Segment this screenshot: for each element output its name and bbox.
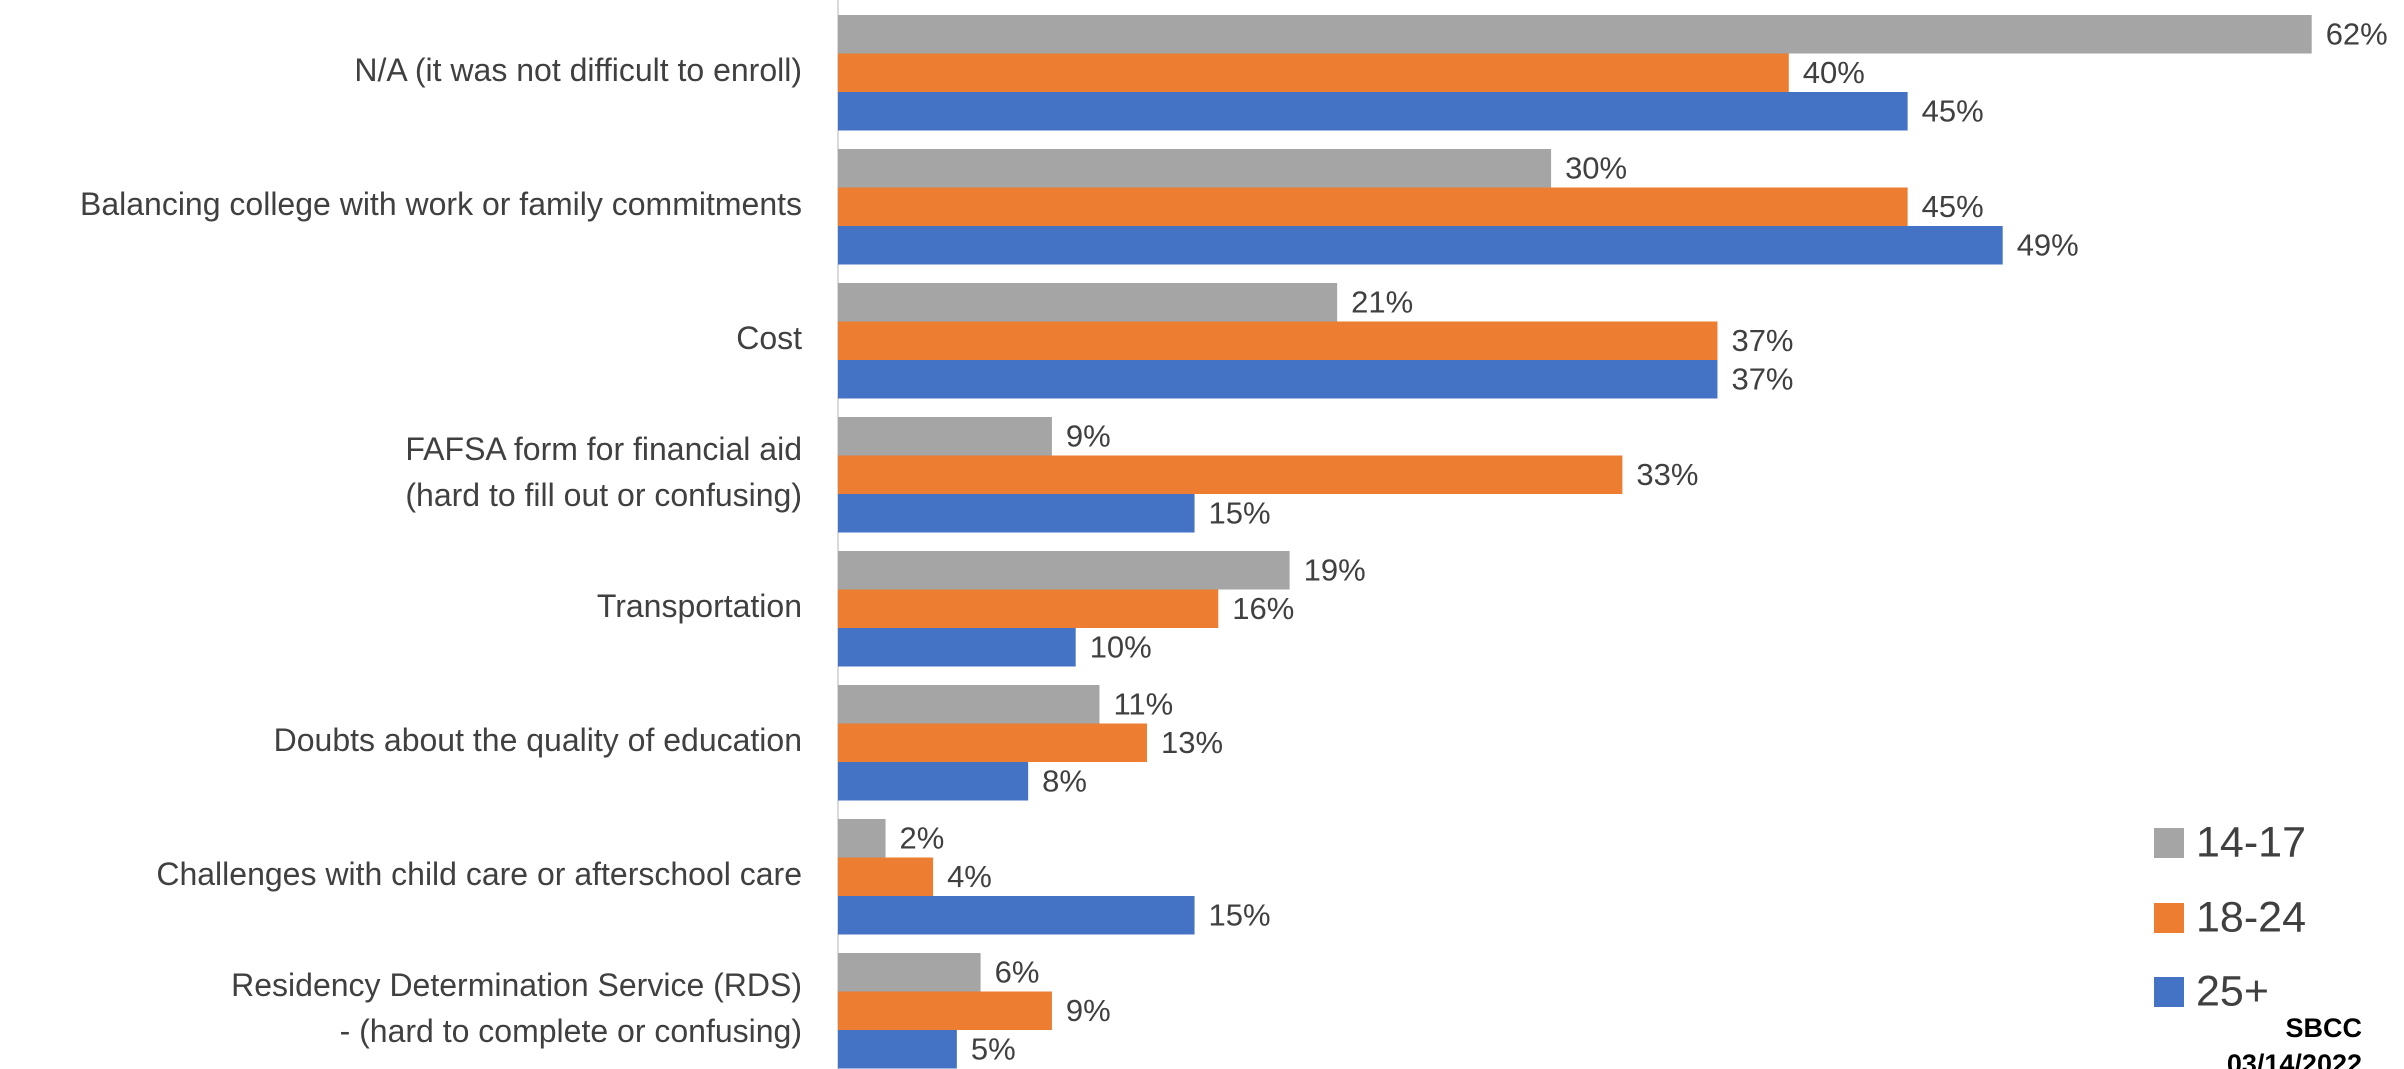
value-label: 5% [971, 1031, 1016, 1066]
category-label: Residency Determination Service (RDS) [231, 967, 802, 1003]
value-label: 37% [1731, 361, 1793, 396]
value-label: 37% [1731, 323, 1793, 358]
value-label: 9% [1066, 418, 1111, 453]
value-label: 62% [2326, 16, 2388, 51]
category-label: Doubts about the quality of education [274, 722, 802, 758]
bar [838, 53, 1789, 92]
bar [838, 551, 1290, 590]
value-label: 33% [1636, 457, 1698, 492]
bar [838, 92, 1908, 131]
category-label: Balancing college with work or family co… [80, 186, 802, 222]
legend-label: 25+ [2196, 967, 2269, 1015]
value-label: 15% [1209, 897, 1271, 932]
annotation: SBCC [2285, 1013, 2362, 1043]
bar [838, 321, 1718, 360]
bar [838, 283, 1338, 322]
value-label: 16% [1232, 591, 1294, 626]
bar [838, 723, 1147, 762]
value-label: 45% [1922, 93, 1984, 128]
bar [838, 15, 2312, 54]
bar [838, 819, 886, 858]
value-label: 45% [1922, 189, 1984, 224]
bar [838, 628, 1076, 667]
value-label: 11% [1113, 686, 1173, 721]
value-label: 10% [1090, 629, 1152, 664]
value-label: 15% [1209, 495, 1271, 530]
value-label: 40% [1803, 55, 1865, 90]
value-label: 49% [2017, 227, 2079, 262]
bar [838, 1030, 957, 1069]
legend-label: 18-24 [2196, 893, 2306, 941]
category-label: (hard to fill out or confusing) [405, 477, 802, 513]
category-label: - (hard to complete or confusing) [340, 1013, 802, 1049]
legend-label: 14-17 [2196, 818, 2306, 866]
value-label: 13% [1161, 725, 1223, 760]
value-label: 2% [900, 820, 945, 855]
value-label: 21% [1351, 284, 1413, 319]
bar [838, 589, 1219, 628]
annotation: 03/14/2022 [2227, 1049, 2362, 1069]
category-label: FAFSA form for financial aid [405, 431, 802, 467]
bar [838, 953, 981, 992]
bar [838, 762, 1029, 801]
value-label: 8% [1042, 763, 1087, 798]
category-label: N/A (it was not difficult to enroll) [354, 52, 802, 88]
bar [838, 685, 1100, 724]
value-label: 30% [1565, 150, 1627, 185]
bar [838, 149, 1552, 188]
value-label: 4% [947, 859, 992, 894]
legend-swatch [2154, 828, 2184, 858]
bar [838, 991, 1052, 1030]
category-label: Cost [736, 320, 802, 356]
value-label: 6% [995, 954, 1040, 989]
legend-swatch [2154, 977, 2184, 1007]
category-label: Challenges with child care or afterschoo… [156, 856, 802, 892]
bar [838, 494, 1195, 533]
value-label: 19% [1304, 552, 1366, 587]
bar [838, 226, 2003, 265]
bar [838, 187, 1908, 226]
bar [838, 896, 1195, 935]
bar [838, 455, 1623, 494]
legend-swatch [2154, 903, 2184, 933]
bar [838, 417, 1052, 456]
bar [838, 360, 1718, 399]
category-label: Transportation [597, 588, 802, 624]
bar [838, 857, 934, 896]
value-label: 9% [1066, 993, 1111, 1028]
